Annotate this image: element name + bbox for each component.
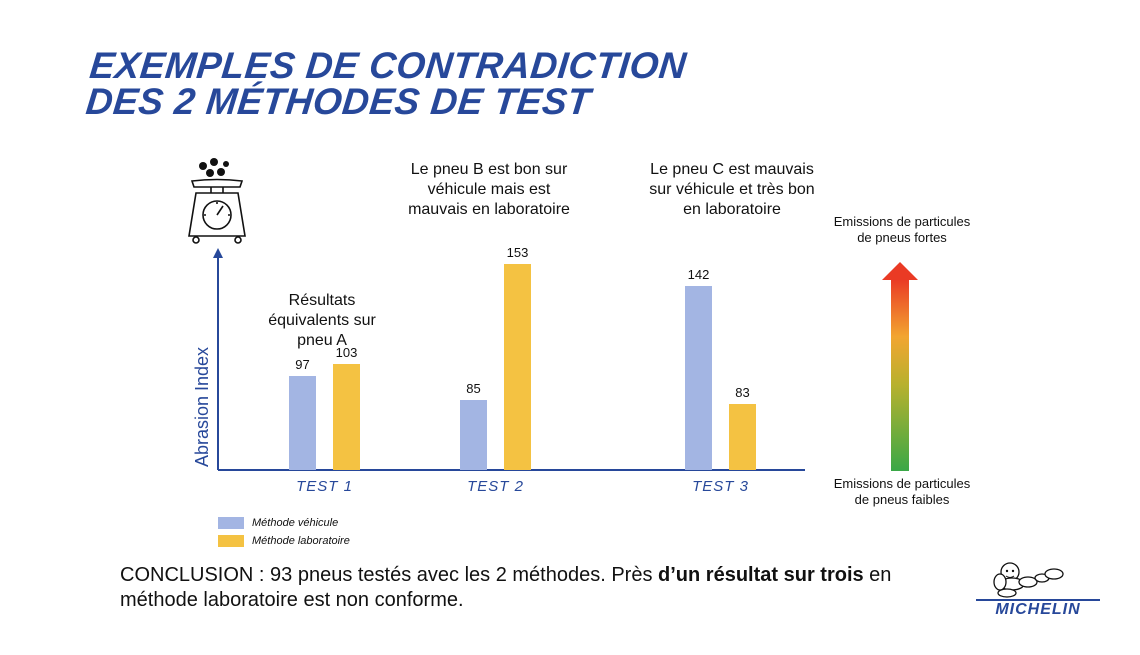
data-label-lab-1: 103 [336, 345, 358, 360]
x-tick-label-3: TEST 3 [692, 478, 749, 495]
annotation-test-3: Le pneu C est mauvais sur véhicule et tr… [649, 161, 815, 218]
data-label-vehicle-1: 97 [295, 357, 309, 372]
annotation-test-1: Résultats équivalents sur pneu A [268, 292, 376, 349]
scale-top-label: Emissions de particules de pneus fortes [833, 214, 971, 245]
svg-text:MICHELIN: MICHELIN [995, 601, 1080, 618]
conclusion-suffix: en méthode laboratoire est non conforme. [120, 564, 892, 611]
legend-swatch-vehicle [218, 517, 244, 529]
legend-swatch-lab [218, 535, 244, 547]
legend-item-lab: Méthode laboratoire [218, 532, 350, 550]
y-axis-arrow [213, 248, 223, 258]
legend-item-vehicle: Méthode véhicule [218, 514, 350, 532]
data-label-vehicle-3: 142 [688, 267, 710, 282]
x-tick-label-2: TEST 2 [467, 478, 524, 495]
bar-vehicle-3 [685, 286, 712, 470]
y-axis-label: Abrasion Index [192, 347, 212, 467]
conclusion-prefix: CONCLUSION : 93 pneus testés avec les 2 … [120, 564, 659, 586]
scale-bottom-label: Emissions de particules de pneus faibles [833, 476, 971, 507]
data-label-lab-2: 153 [507, 245, 529, 260]
weighing-scale-icon [188, 158, 246, 244]
data-label-vehicle-2: 85 [466, 381, 480, 396]
bar-lab-2 [504, 264, 531, 470]
data-label-lab-3: 83 [735, 385, 749, 400]
x-tick-label-1: TEST 1 [296, 478, 353, 495]
chart-legend: Méthode véhicule Méthode laboratoire [218, 514, 350, 550]
x-tick-labels: TEST 1 TEST 2 TEST 3 [296, 478, 749, 495]
bar-vehicle-1 [289, 376, 316, 470]
bar-vehicle-2 [460, 400, 487, 470]
gradient-arrow-icon [882, 262, 918, 471]
conclusion-bold: d’un résultat sur trois [658, 564, 864, 586]
bars-group: 97 103 85 153 142 83 [289, 245, 756, 470]
bar-lab-3 [729, 404, 756, 470]
michelin-logo: MICHELIN [976, 562, 1100, 618]
legend-label-vehicle: Méthode véhicule [252, 517, 339, 529]
legend-label-lab: Méthode laboratoire [252, 535, 350, 547]
conclusion-text: CONCLUSION : 93 pneus testés avec les 2 … [120, 563, 950, 613]
annotation-test-2: Le pneu B est bon sur véhicule mais est … [408, 161, 570, 218]
bar-lab-1 [333, 364, 360, 470]
